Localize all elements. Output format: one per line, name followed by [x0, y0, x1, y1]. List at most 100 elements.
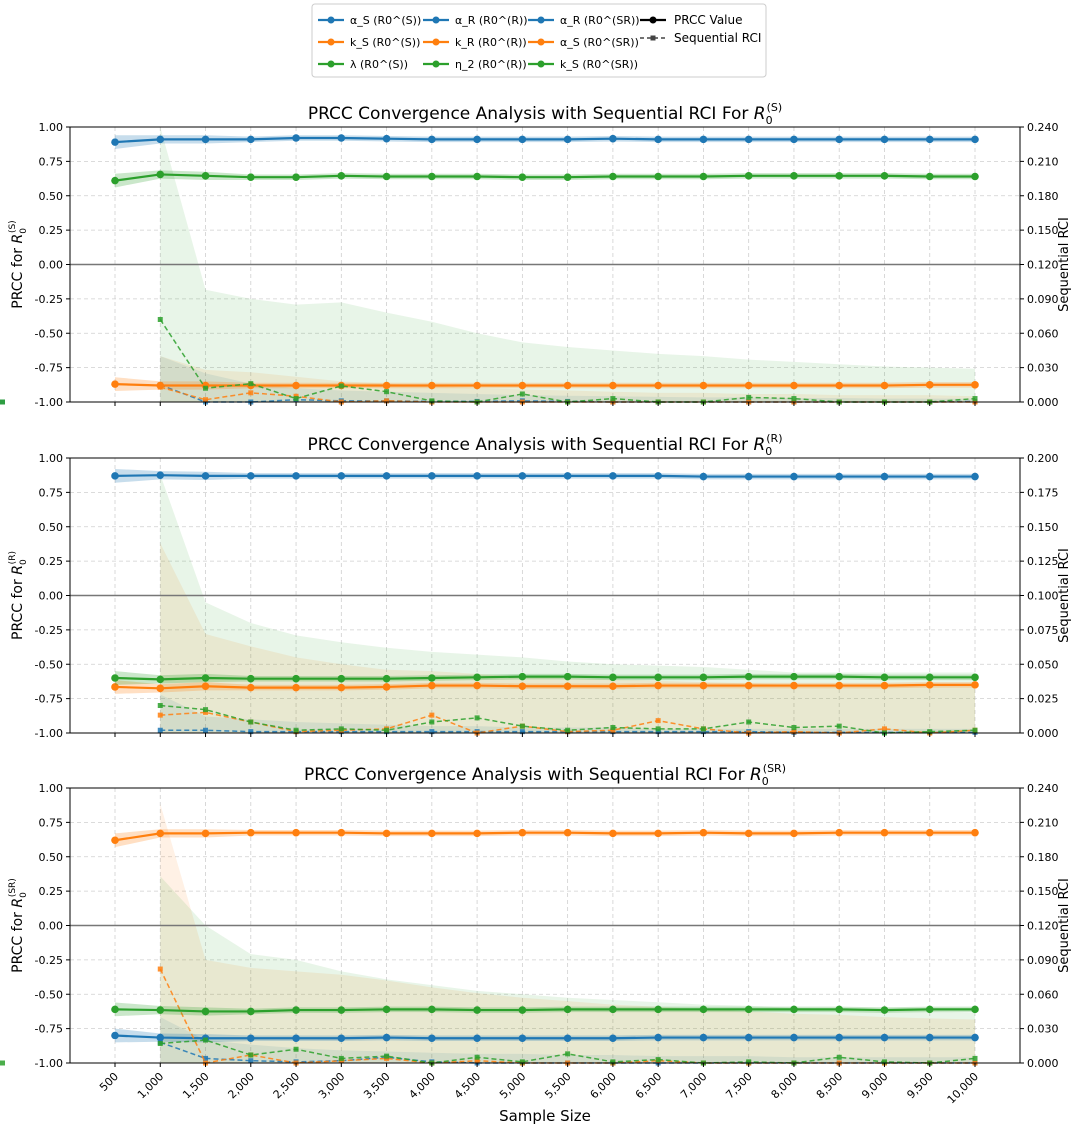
prcc-point — [880, 681, 889, 690]
rci-point — [881, 726, 887, 732]
prcc-point — [790, 1033, 798, 1042]
prcc-point — [111, 176, 119, 185]
prcc-point — [246, 472, 255, 480]
rci-point — [655, 718, 661, 724]
ylabel-symbol: R — [10, 898, 26, 908]
legend-label: k_S (R0^(SR)) — [560, 58, 638, 71]
prcc-point — [744, 381, 753, 390]
rci-point — [203, 707, 209, 713]
rci-point — [519, 729, 525, 735]
prcc-point — [428, 1034, 436, 1043]
x-tick-label: 3,000 — [316, 1070, 347, 1101]
prcc-point — [790, 1005, 798, 1014]
rci-point — [338, 1055, 344, 1061]
y-tick-label: -0.75 — [35, 1023, 63, 1036]
prcc-point — [563, 381, 572, 390]
prcc-point — [654, 1005, 662, 1014]
prcc-point — [246, 683, 255, 692]
rci-band-1 — [160, 694, 975, 733]
rci-point — [791, 729, 797, 735]
x-tick-label: 8,000 — [769, 1070, 800, 1101]
legend-label: η_2 (R0^(R)) — [455, 58, 527, 71]
rci-point — [429, 712, 435, 718]
rci-point — [157, 384, 163, 390]
prcc-line — [114, 136, 975, 144]
prcc-point — [428, 674, 436, 682]
title-text: PRCC Convergence Analysis with Sequentia… — [308, 104, 754, 124]
y2-tick-label: 0.030 — [1027, 362, 1059, 375]
prcc-point — [337, 172, 346, 180]
prcc-point — [382, 829, 391, 838]
ylabel-symbol: R — [10, 565, 26, 575]
rci-point — [293, 1046, 299, 1052]
prcc-point — [563, 682, 572, 691]
rci-point — [474, 1054, 480, 1060]
prcc-point — [835, 135, 844, 144]
prcc-point — [654, 829, 662, 838]
prcc-point — [473, 172, 481, 181]
title-text: PRCC Convergence Analysis with Sequentia… — [307, 435, 753, 455]
prcc-point — [292, 683, 300, 692]
ylabel-subscript: 0 — [19, 228, 29, 234]
prcc-point — [880, 1006, 889, 1014]
prcc-point — [518, 135, 527, 144]
rci-point — [293, 727, 299, 733]
prcc-point — [654, 381, 662, 390]
prcc-point — [880, 673, 889, 682]
prcc-point — [246, 1034, 255, 1043]
rci-point — [972, 1055, 978, 1061]
x-tick-label: 8,500 — [814, 1070, 845, 1101]
y-tick-label: 0.25 — [39, 555, 64, 568]
prcc-point — [111, 472, 119, 480]
prcc-ci-band — [115, 377, 975, 391]
y2-axis-label: Sequential RCI — [1057, 548, 1072, 643]
y-tick-label: -0.25 — [35, 954, 63, 967]
y-tick-label: -0.50 — [35, 658, 63, 671]
rci-point — [338, 383, 344, 389]
series-3 — [111, 671, 979, 736]
x-tick-label: 500 — [97, 1070, 121, 1094]
prcc-point — [518, 672, 527, 681]
y2-tick-label: 0.000 — [1027, 396, 1059, 409]
legend-label: λ (R0^(S)) — [350, 58, 408, 71]
prcc-point — [382, 381, 391, 390]
prcc-point — [699, 472, 708, 481]
rci-band-1 — [160, 1017, 975, 1063]
ylabel-text: PRCC for — [10, 908, 26, 973]
rci-point — [203, 1055, 209, 1061]
ylabel-symbol: R — [10, 234, 26, 244]
rci-point — [519, 723, 525, 729]
panel-1: -1.00 -0.75 -0.50 -0.25 0.00 0.25 0.50 0.75 1.00… — [0, 101, 1072, 409]
y2-tick-label: 0.090 — [1027, 954, 1059, 967]
rci-point — [565, 727, 571, 733]
prcc-point — [382, 1033, 391, 1042]
ylabel-superscript: (R) — [8, 551, 18, 564]
ylabel-superscript: (S) — [8, 220, 18, 233]
rci-point — [157, 712, 163, 718]
prcc-point — [111, 138, 119, 146]
x-tick-label: 1,000 — [135, 1070, 166, 1101]
prcc-point — [563, 1005, 572, 1014]
legend-marker — [650, 35, 656, 41]
prcc-point — [337, 134, 346, 142]
prcc-point — [518, 173, 527, 181]
prcc-point — [925, 673, 934, 682]
rci-point — [791, 725, 797, 730]
prcc-point — [246, 173, 255, 181]
rci-point — [293, 396, 299, 402]
prcc-point — [971, 1033, 979, 1042]
prcc-point — [246, 1007, 255, 1016]
prcc-point — [246, 674, 255, 683]
prcc-point — [744, 472, 753, 481]
y-tick-label: 0.00 — [39, 920, 64, 933]
prcc-point — [654, 681, 662, 690]
prcc-point — [246, 828, 255, 837]
prcc-point — [790, 829, 798, 838]
x-tick-label: 4,500 — [452, 1070, 483, 1101]
y-tick-label: -1.00 — [35, 1057, 63, 1070]
prcc-point — [201, 829, 210, 838]
y-tick-label: 0.25 — [39, 885, 64, 898]
x-tick-label: 5,500 — [542, 1070, 573, 1101]
prcc-point — [156, 135, 165, 144]
prcc-point — [609, 134, 617, 143]
